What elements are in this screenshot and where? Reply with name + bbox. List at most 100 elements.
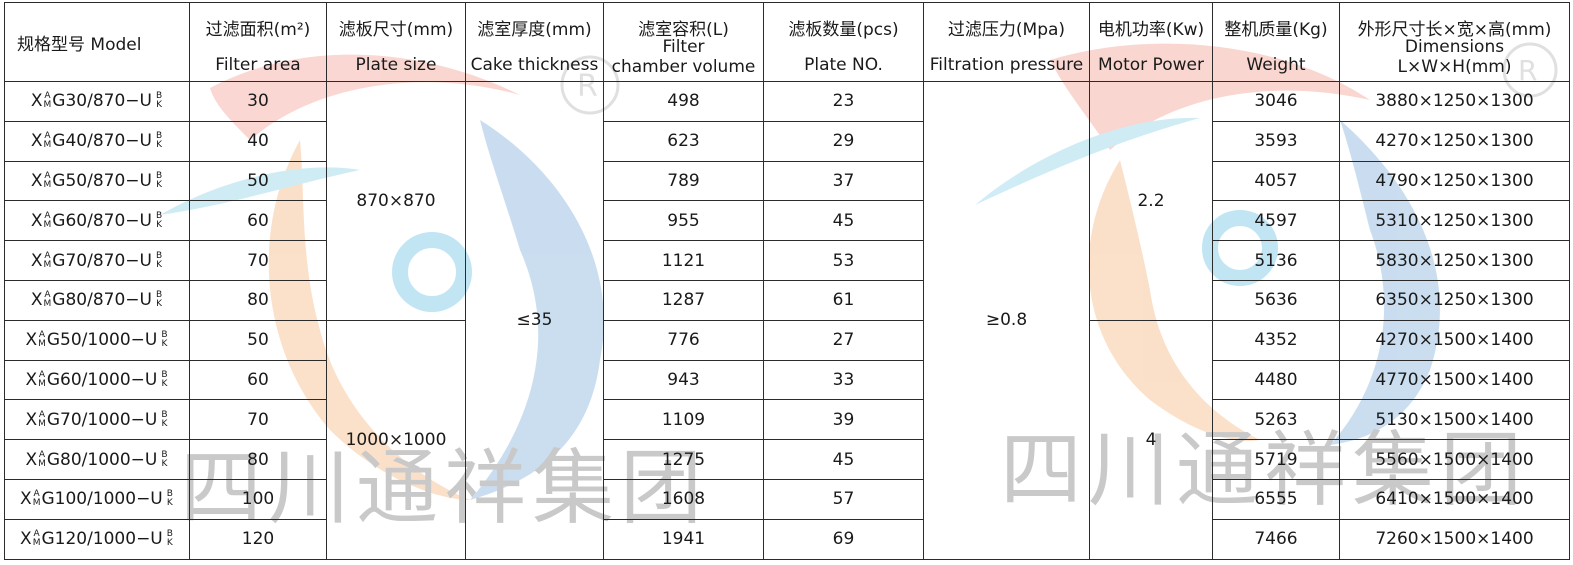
plate-size-cell: 1000×1000: [326, 319, 466, 560]
plate-no-cell: 23: [763, 81, 924, 122]
plate-no-cell: 29: [763, 120, 924, 162]
spec-table-body: X A M G30/870−U B K 30 870×870 ≤35 498 23 ≥0.8 2.2 30…: [4, 81, 1570, 560]
table-row: X A M G40/870−U B K 40 623 29 3593 4270×1250×1300: [4, 120, 1570, 162]
dimensions-cell: 4270×1250×1300: [1339, 120, 1570, 162]
dimensions-cell: 4790×1250×1300: [1339, 160, 1570, 202]
plate-no-cell: 27: [763, 319, 924, 361]
weight-cell: 5263: [1212, 399, 1340, 441]
dimensions-cell: 3880×1250×1300: [1339, 81, 1570, 122]
weight-cell: 7466: [1212, 518, 1340, 560]
model-code: X A M G50/1000−U B K: [25, 330, 168, 351]
chamber-volume-cell: 943: [603, 359, 764, 401]
plate-no-cell: 69: [763, 518, 924, 560]
model-code: X A M G120/1000−U B K: [20, 529, 173, 550]
model-code: X A M G40/870−U B K: [30, 131, 163, 152]
chamber-volume-cell: 1608: [603, 478, 764, 520]
model-code: X A M G80/870−U B K: [30, 290, 163, 311]
table-row: X A M G70/870−U B K 70 1121 53 5136 5830×1250×1300: [4, 240, 1570, 281]
weight-cell: 5136: [1212, 240, 1340, 281]
model-code: X A M G60/1000−U B K: [25, 369, 168, 390]
chamber-volume-cell: 498: [603, 81, 764, 122]
header-plate-size: 滤板尺寸(mm) Plate size: [326, 2, 466, 82]
header-row: 规格型号 Model 过滤面积(m²) Filter area 滤板尺寸(mm) P…: [4, 2, 1570, 82]
weight-cell: 4057: [1212, 160, 1340, 202]
table-row: X A M G120/1000−U B K 120 1941 69 7466 7260×1500×1…: [4, 518, 1570, 560]
filtration-pressure-cell: ≥0.8: [923, 81, 1090, 560]
chamber-volume-cell: 776: [603, 319, 764, 361]
motor-power-cell: 4: [1089, 319, 1213, 560]
table-row: X A M G100/1000−U B K 100 1608 57 6555 6410×1500×1…: [4, 478, 1570, 520]
table-row: X A M G30/870−U B K 30 870×870 ≤35 498 23 ≥0.8 2.2 30…: [4, 81, 1570, 560]
header-chamber-volume: 滤室容积(L) Filter chamber volume: [603, 2, 764, 82]
model-code: X A M G70/870−U B K: [30, 250, 163, 271]
table-row: X A M G50/1000−U B K 50 1000×1000 776 27 4 4352 4270…: [4, 319, 1570, 560]
header-filtration-pressure: 过滤压力(Mpa) Filtration pressure: [923, 2, 1090, 82]
header-filter-area: 过滤面积(m²) Filter area: [189, 2, 327, 82]
weight-cell: 6555: [1212, 478, 1340, 520]
model-cell: X A M G80/1000−U B K: [4, 439, 190, 480]
plate-size-cell: 870×870: [326, 81, 466, 321]
weight-cell: 3593: [1212, 120, 1340, 162]
dimensions-cell: 5310×1250×1300: [1339, 200, 1570, 242]
filter-area-cell: 60: [189, 200, 327, 242]
plate-no-cell: 53: [763, 240, 924, 281]
model-code: X A M G60/870−U B K: [30, 210, 163, 231]
filter-area-cell: 120: [189, 518, 327, 560]
filter-area-cell: 50: [189, 319, 327, 361]
header-weight: 整机质量(Kg) Weight: [1212, 2, 1340, 82]
dimensions-cell: 4270×1500×1400: [1339, 319, 1570, 361]
model-code: X A M G50/870−U B K: [30, 170, 163, 191]
filter-press-spec-table: 规格型号 Model 过滤面积(m²) Filter area 滤板尺寸(mm) P…: [4, 2, 1570, 560]
filter-area-cell: 40: [189, 120, 327, 162]
chamber-volume-cell: 1941: [603, 518, 764, 560]
weight-cell: 5636: [1212, 279, 1340, 321]
plate-no-cell: 37: [763, 160, 924, 202]
model-cell: X A M G50/870−U B K: [4, 160, 190, 202]
dimensions-cell: 6410×1500×1400: [1339, 478, 1570, 520]
model-cell: X A M G120/1000−U B K: [4, 518, 190, 560]
filter-area-cell: 30: [189, 81, 327, 122]
dimensions-cell: 5130×1500×1400: [1339, 399, 1570, 441]
filter-area-cell: 70: [189, 399, 327, 441]
filter-area-cell: 70: [189, 240, 327, 281]
chamber-volume-cell: 623: [603, 120, 764, 162]
filter-area-cell: 60: [189, 359, 327, 401]
table-row: X A M G60/870−U B K 60 955 45 4597 5310×1250×1300: [4, 200, 1570, 242]
table-row: X A M G80/1000−U B K 80 1275 45 5719 5560×1500×140…: [4, 439, 1570, 480]
dimensions-cell: 5830×1250×1300: [1339, 240, 1570, 281]
model-cell: X A M G40/870−U B K: [4, 120, 190, 162]
filter-area-cell: 80: [189, 439, 327, 480]
chamber-volume-cell: 1109: [603, 399, 764, 441]
model-cell: X A M G50/1000−U B K: [4, 319, 190, 361]
chamber-volume-cell: 1121: [603, 240, 764, 281]
plate-no-cell: 61: [763, 279, 924, 321]
motor-power-cell: 2.2: [1089, 81, 1213, 321]
model-cell: X A M G100/1000−U B K: [4, 478, 190, 520]
weight-cell: 4352: [1212, 319, 1340, 361]
model-code: X A M G70/1000−U B K: [25, 409, 168, 430]
model-code: X A M G100/1000−U B K: [20, 489, 173, 510]
model-cell: X A M G30/870−U B K: [4, 81, 190, 122]
dimensions-cell: 5560×1500×1400: [1339, 439, 1570, 480]
header-model: 规格型号 Model: [4, 2, 190, 82]
plate-no-cell: 39: [763, 399, 924, 441]
header-plate-no: 滤板数量(pcs) Plate NO.: [763, 2, 924, 82]
cake-thickness-cell: ≤35: [465, 81, 604, 560]
model-cell: X A M G70/870−U B K: [4, 240, 190, 281]
weight-cell: 4597: [1212, 200, 1340, 242]
dimensions-cell: 4770×1500×1400: [1339, 359, 1570, 401]
table-row: X A M G80/870−U B K 80 1287 61 5636 6350×1250×1300: [4, 279, 1570, 321]
plate-no-cell: 45: [763, 439, 924, 480]
table-row: X A M G50/870−U B K 50 789 37 4057 4790×1250×1300: [4, 160, 1570, 202]
filter-area-cell: 80: [189, 279, 327, 321]
model-cell: X A M G80/870−U B K: [4, 279, 190, 321]
weight-cell: 3046: [1212, 81, 1340, 122]
plate-no-cell: 45: [763, 200, 924, 242]
chamber-volume-cell: 789: [603, 160, 764, 202]
header-cake-thickness: 滤室厚度(mm) Cake thickness: [465, 2, 604, 82]
weight-cell: 4480: [1212, 359, 1340, 401]
dimensions-cell: 7260×1500×1400: [1339, 518, 1570, 560]
table-row: X A M G70/1000−U B K 70 1109 39 5263 5130×1500×140…: [4, 399, 1570, 441]
model-code: X A M G80/1000−U B K: [25, 449, 168, 470]
plate-no-cell: 57: [763, 478, 924, 520]
